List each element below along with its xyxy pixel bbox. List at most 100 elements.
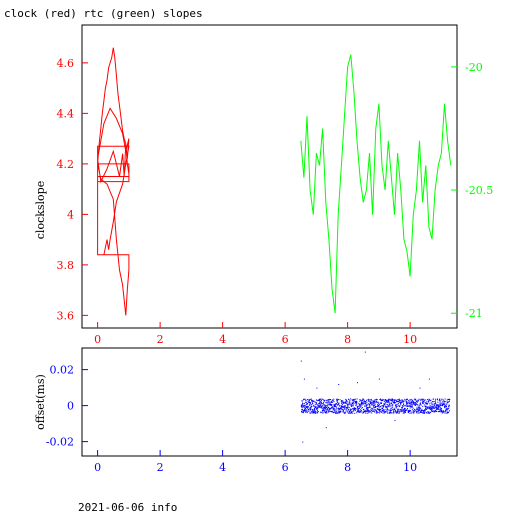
- offset-point: [302, 411, 304, 413]
- offset-point: [446, 409, 448, 411]
- offset-point: [316, 402, 317, 404]
- offset-point: [429, 412, 430, 414]
- offset-point: [312, 410, 314, 412]
- offset-point: [391, 409, 393, 411]
- offset-point: [318, 405, 320, 407]
- offset-point: [397, 411, 398, 413]
- offset-point: [425, 402, 427, 404]
- offset-point: [341, 402, 343, 404]
- offset-point: [391, 399, 393, 401]
- offset-point: [420, 412, 422, 413]
- offset-point: [365, 409, 367, 411]
- offset-point: [367, 407, 369, 408]
- offset-point: [308, 410, 310, 412]
- offset-point: [311, 400, 312, 402]
- offset-point: [329, 408, 330, 410]
- offset-point: [328, 398, 330, 400]
- offset-point: [439, 400, 441, 402]
- offset-point: [355, 407, 357, 409]
- offset-point: [303, 403, 305, 405]
- offset-point: [314, 412, 316, 414]
- offset-point: [431, 401, 433, 403]
- offset-point: [336, 402, 338, 403]
- offset-point: [324, 406, 325, 408]
- offset-point: [346, 401, 348, 403]
- offset-point: [338, 412, 340, 414]
- offset-point: [387, 400, 389, 401]
- offset-point: [365, 401, 367, 402]
- offset-point: [362, 403, 364, 405]
- slope-left-tick-label: 4: [67, 208, 74, 221]
- offset-point: [444, 412, 446, 414]
- slope-right-tick-label: -20.5: [465, 184, 493, 197]
- offset-point: [420, 400, 422, 402]
- offset-point: [306, 401, 308, 403]
- offset-point: [441, 408, 442, 410]
- offset-point: [307, 403, 308, 405]
- offset-point: [310, 402, 311, 404]
- offset-point: [316, 400, 318, 402]
- offset-point: [311, 401, 313, 403]
- offset-point: [442, 411, 444, 413]
- offset-point: [324, 408, 326, 409]
- offset-point: [319, 399, 321, 401]
- offset-point: [342, 400, 344, 402]
- offset-point: [354, 401, 356, 403]
- offset-point: [426, 399, 428, 400]
- offset-point: [342, 405, 344, 407]
- offset-point: [396, 410, 398, 412]
- offset-point: [394, 399, 396, 401]
- offset-point: [336, 406, 337, 408]
- offset-point: [378, 405, 380, 406]
- offset-point: [419, 409, 421, 411]
- offset-point: [317, 412, 319, 414]
- offset-point: [366, 407, 368, 409]
- offset-point: [326, 407, 328, 409]
- figure-title: clock (red) rtc (green) slopes: [4, 7, 203, 20]
- slope-y-axis-label: clockslope: [34, 181, 47, 239]
- offset-point: [417, 410, 419, 412]
- offset-point: [438, 408, 440, 410]
- offset-point: [360, 409, 362, 411]
- offset-point: [334, 403, 336, 405]
- offset-point: [423, 412, 425, 414]
- offset-point: [407, 405, 409, 407]
- offset-chart: 0 2 4 6 8 10 -0.02 0 0.02 offset(ms): [34, 347, 458, 474]
- offset-point: [323, 404, 325, 406]
- offset-point: [398, 404, 400, 406]
- offset-point: [304, 401, 306, 403]
- offset-point: [324, 411, 326, 413]
- offset-point: [402, 405, 404, 407]
- offset-point: [363, 408, 365, 410]
- offset-point: [317, 411, 319, 413]
- offset-point: [416, 404, 418, 405]
- offset-point: [436, 405, 437, 407]
- slope-x-tick-label: 2: [157, 333, 164, 346]
- offset-point: [378, 409, 380, 411]
- footer-label: 2021-06-06 info: [78, 501, 177, 512]
- offset-point: [322, 403, 324, 405]
- offset-point: [437, 404, 439, 406]
- offset-point: [392, 398, 393, 400]
- offset-point: [395, 412, 397, 414]
- offset-point: [411, 409, 413, 411]
- offset-point: [411, 402, 412, 404]
- offset-point: [337, 404, 338, 406]
- offset-point: [343, 406, 345, 408]
- offset-point: [304, 404, 306, 406]
- offset-point: [416, 400, 418, 402]
- offset-point: [434, 404, 436, 406]
- offset-point: [309, 412, 311, 414]
- offset-point: [437, 406, 439, 408]
- offset-point: [381, 400, 383, 402]
- offset-point: [384, 409, 386, 411]
- offset-point: [331, 405, 333, 407]
- offset-point: [304, 409, 306, 411]
- offset-point: [371, 412, 373, 414]
- offset-point: [336, 410, 338, 412]
- offset-point: [303, 404, 305, 406]
- offset-point: [303, 399, 305, 400]
- offset-point: [404, 398, 406, 400]
- offset-point: [368, 404, 370, 406]
- offset-point: [388, 405, 390, 407]
